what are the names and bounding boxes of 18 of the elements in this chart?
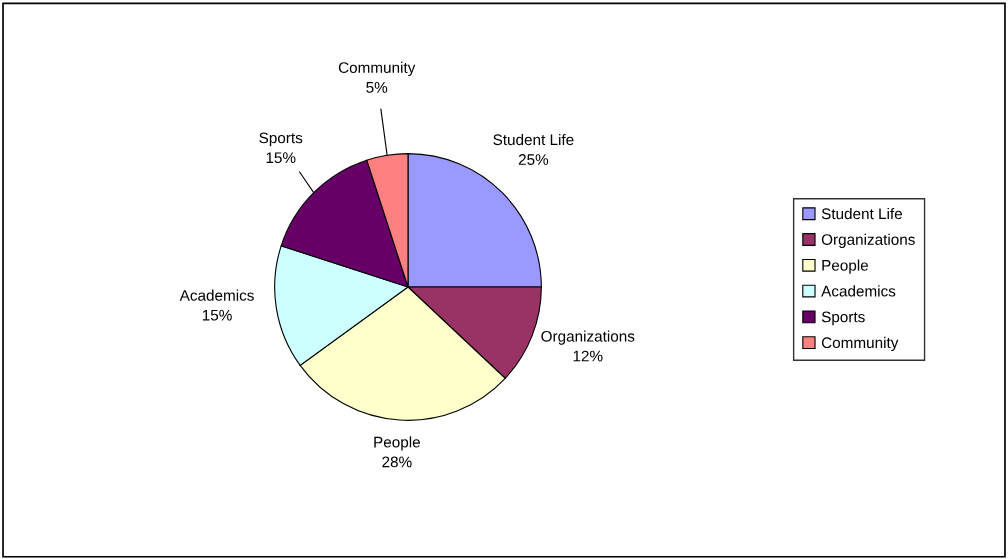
legend-label: Student Life xyxy=(821,207,902,220)
legend-label: Sports xyxy=(821,311,865,326)
data-label: 12% xyxy=(573,350,603,362)
slice-label: Student Life xyxy=(493,133,574,146)
slice-label: Sports xyxy=(259,132,303,147)
legend-label: Organizations xyxy=(821,233,915,248)
slice-label: People xyxy=(374,436,420,451)
data-label: 5% xyxy=(366,82,388,93)
data-label: 15% xyxy=(266,152,296,164)
slice-label: Organizations xyxy=(541,330,635,345)
slice-label: Academics xyxy=(179,289,254,301)
legend-label: Community xyxy=(821,336,899,352)
legend-label: Academics xyxy=(821,285,896,297)
legend-label: People xyxy=(822,259,869,274)
data-label: 15% xyxy=(202,309,232,321)
data-label: 25% xyxy=(518,154,549,165)
slice-label: Community xyxy=(338,61,416,77)
data-label: 28% xyxy=(382,456,412,468)
